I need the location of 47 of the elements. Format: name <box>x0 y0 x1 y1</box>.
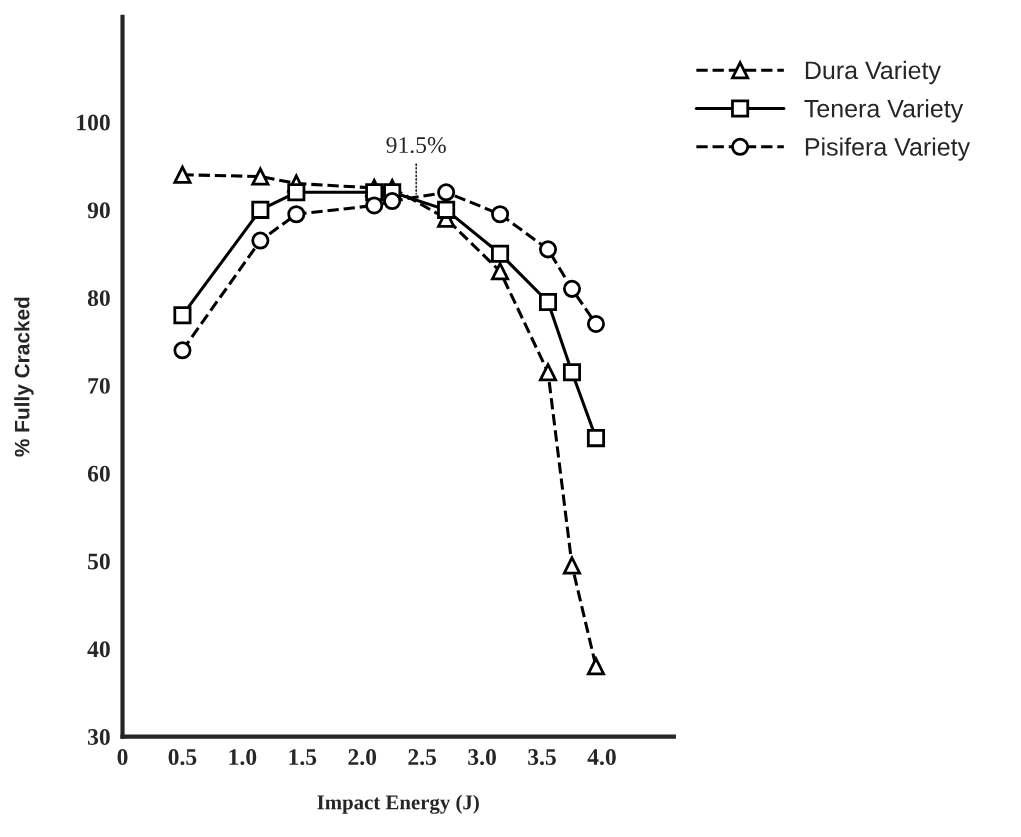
point <box>586 657 605 676</box>
point <box>538 293 558 312</box>
point <box>287 205 306 224</box>
point <box>491 244 510 263</box>
legend-label: Dura Variety <box>805 60 941 85</box>
point <box>173 306 192 325</box>
point <box>586 429 605 448</box>
x-tick-label: 3.0 <box>468 749 496 766</box>
point <box>365 196 384 215</box>
point <box>562 363 582 382</box>
point <box>586 314 605 334</box>
x-tick-label: 0.5 <box>168 749 197 766</box>
annotation: 91.5% <box>386 137 446 154</box>
y-tick-label: 90 <box>87 202 110 219</box>
x-tick-label: 4.0 <box>587 749 616 766</box>
point <box>538 363 558 382</box>
x-tick-label: 2.5 <box>408 749 437 766</box>
point <box>562 556 582 575</box>
point <box>173 165 192 184</box>
x-tick-label: 2.0 <box>348 749 377 766</box>
point <box>562 279 582 298</box>
point <box>437 200 456 219</box>
point <box>287 183 306 202</box>
x-tick-label: 1.0 <box>229 749 257 766</box>
y-tick-label: 100 <box>77 114 110 131</box>
y-tick-label: 70 <box>88 377 110 394</box>
y-tick-label: 50 <box>88 553 110 570</box>
y-tick-label: 40 <box>87 641 110 658</box>
x-tick-label: 0 <box>117 749 128 765</box>
x-tick-label: 3.5 <box>528 749 556 766</box>
point <box>491 205 510 224</box>
legend-label: Tenera Variety <box>804 99 964 123</box>
x-tick-label: 1.5 <box>289 749 317 766</box>
y-tick-label: 30 <box>87 729 110 745</box>
point <box>538 240 558 259</box>
point <box>251 200 270 219</box>
point <box>437 183 456 202</box>
y-tick-label: 80 <box>87 290 110 307</box>
point <box>251 231 270 250</box>
x-axis-title: Impact Energy (J) <box>317 794 479 814</box>
point <box>173 341 192 360</box>
legend-label: Pisifera Variety <box>805 137 971 161</box>
y-axis-title: % Fully Cracked <box>14 297 34 457</box>
point <box>383 192 402 211</box>
y-tick-label: 60 <box>87 465 110 482</box>
point <box>491 262 510 281</box>
point <box>251 167 270 186</box>
